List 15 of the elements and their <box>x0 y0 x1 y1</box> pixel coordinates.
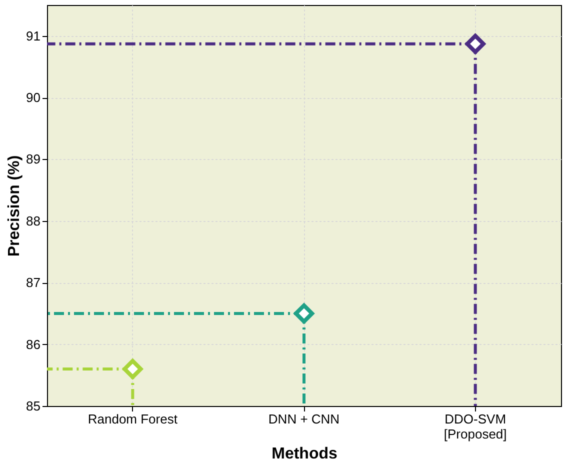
point <box>465 34 486 54</box>
point <box>294 303 314 324</box>
y-tick-label: 89 <box>26 152 40 167</box>
x-tick-label: DNN + CNN <box>268 412 340 426</box>
y-axis-title: Precision (%) <box>6 155 24 257</box>
point <box>122 358 143 380</box>
y-tick-label: 87 <box>26 275 40 290</box>
x-tick-label: Random Forest <box>88 412 178 426</box>
y-tick-label: 88 <box>26 213 40 228</box>
x-axis-title: Methods <box>272 446 338 462</box>
y-tick-label: 90 <box>26 90 40 106</box>
y-tick-label: 86 <box>26 336 40 352</box>
y-tick-label: 85 <box>26 398 40 414</box>
y-tick-label: 91 <box>26 28 40 44</box>
x-tick-label: DDO-SVM [Proposed] <box>444 412 507 442</box>
